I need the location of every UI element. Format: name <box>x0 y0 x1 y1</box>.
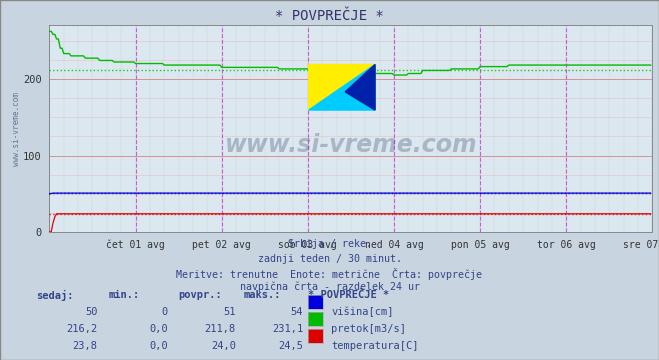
Polygon shape <box>308 64 375 110</box>
Text: zadnji teden / 30 minut.: zadnji teden / 30 minut. <box>258 254 401 264</box>
Text: 24,5: 24,5 <box>278 341 303 351</box>
Text: Srbija / reke.: Srbija / reke. <box>287 239 372 249</box>
Text: 24,0: 24,0 <box>211 341 236 351</box>
Text: 23,8: 23,8 <box>72 341 98 351</box>
Text: 0: 0 <box>162 307 168 317</box>
Polygon shape <box>345 64 375 110</box>
Text: www.si-vreme.com: www.si-vreme.com <box>225 133 477 157</box>
Text: višina[cm]: višina[cm] <box>331 307 394 317</box>
Text: www.si-vreme.com: www.si-vreme.com <box>12 92 21 166</box>
Polygon shape <box>308 64 375 110</box>
Text: maks.:: maks.: <box>244 290 281 300</box>
Text: 216,2: 216,2 <box>67 324 98 334</box>
Text: 231,1: 231,1 <box>272 324 303 334</box>
Text: navpična črta - razdelek 24 ur: navpična črta - razdelek 24 ur <box>239 282 420 292</box>
Text: sedaj:: sedaj: <box>36 290 74 301</box>
Text: * POVPREČJE *: * POVPREČJE * <box>308 290 389 300</box>
Text: pretok[m3/s]: pretok[m3/s] <box>331 324 407 334</box>
Text: 51: 51 <box>223 307 236 317</box>
Text: 50: 50 <box>85 307 98 317</box>
Text: temperatura[C]: temperatura[C] <box>331 341 419 351</box>
Text: 211,8: 211,8 <box>205 324 236 334</box>
Text: 0,0: 0,0 <box>150 324 168 334</box>
Text: povpr.:: povpr.: <box>178 290 221 300</box>
Text: Meritve: trenutne  Enote: metrične  Črta: povprečje: Meritve: trenutne Enote: metrične Črta: … <box>177 268 482 280</box>
Text: * POVPREČJE *: * POVPREČJE * <box>275 9 384 23</box>
Text: min.:: min.: <box>109 290 140 300</box>
Text: 0,0: 0,0 <box>150 341 168 351</box>
Text: 54: 54 <box>291 307 303 317</box>
